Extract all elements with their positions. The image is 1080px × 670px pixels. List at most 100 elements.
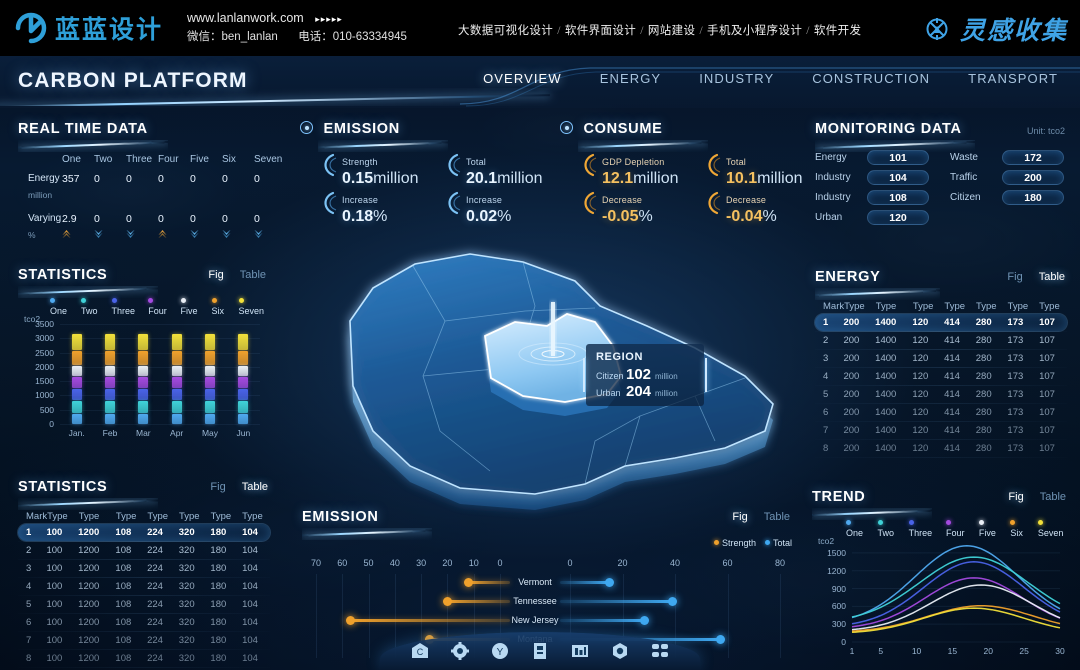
bar-segment-five: [171, 366, 182, 377]
row-separator: [815, 457, 1067, 458]
bar-segment-six: [205, 351, 215, 366]
realtime-title: REAL TIME DATA: [18, 121, 148, 137]
statistics-fig-toggle-table[interactable]: Table: [239, 269, 266, 281]
monitoring-industry-2-label: Industry: [815, 192, 851, 203]
energy-toggle[interactable]: Fig Table: [1005, 270, 1067, 284]
trend-toggle-fig[interactable]: Fig: [1008, 491, 1024, 503]
table-row[interactable]: 1 200 1400 120 414 280 173 107: [815, 314, 1067, 331]
bar-segment-one: [205, 413, 215, 424]
statistics-table-toggle[interactable]: Fig Table: [208, 480, 270, 494]
statistics-fig-toggle[interactable]: Fig Table: [206, 268, 268, 282]
table-row[interactable]: 3 200 1400 120 414 280 173 107: [815, 350, 1067, 367]
linggan-logo-icon: [922, 14, 952, 44]
energy-table-col-2: Type: [875, 300, 897, 312]
realtime-energy-6: 0: [254, 172, 260, 185]
table-row[interactable]: 7 100 1200 108 224 320 180 104: [18, 632, 270, 649]
table-row[interactable]: 7 200 1400 120 414 280 173 107: [815, 422, 1067, 439]
row-separator: [815, 421, 1067, 422]
table-row[interactable]: 5 200 1400 120 414 280 173 107: [815, 386, 1067, 403]
china-3d-map[interactable]: [295, 226, 815, 526]
statistics-table-cell: 108: [115, 617, 132, 628]
nav-item-energy[interactable]: ENERGY: [599, 70, 662, 86]
chart-bars-icon[interactable]: [570, 641, 590, 661]
trend-xtick: 1: [849, 646, 855, 656]
table-row[interactable]: 8 100 1200 108 224 320 180 104: [18, 650, 270, 667]
kpi-emission-total: Total 20.1million: [442, 152, 542, 188]
energy-table-cell: 107: [1039, 317, 1055, 328]
statistics-table-cell: 104: [242, 635, 258, 646]
realtime-energy-label: Energy: [28, 173, 60, 184]
legend-dot-icon: [945, 520, 951, 525]
table-row[interactable]: 5 100 1200 108 224 320 180 104: [18, 596, 270, 613]
settings-gear-icon[interactable]: [450, 641, 470, 661]
nav-item-industry[interactable]: INDUSTRY: [699, 70, 775, 86]
table-row[interactable]: 4 100 1200 108 224 320 180 104: [18, 578, 270, 595]
emission-right-tick: 80: [774, 558, 785, 568]
nav-item-construction[interactable]: CONSTRUCTION: [812, 70, 931, 86]
bar-segment-five: [205, 366, 215, 377]
bar-segment-seven: [138, 333, 149, 351]
realtime-varying-unit: %: [28, 230, 36, 240]
nav-item-overview[interactable]: OVERVIEW: [483, 70, 562, 86]
legend-dot-icon: [50, 298, 55, 303]
document-icon[interactable]: [530, 641, 550, 661]
statistics-table-cell: 320: [178, 563, 195, 574]
energy-table-cell: 280: [975, 407, 992, 418]
statistics-table-toggle-fig[interactable]: Fig: [210, 481, 226, 493]
realtime-energy-1: 0: [94, 172, 100, 185]
grid-apps-icon[interactable]: [650, 641, 670, 661]
energy-table[interactable]: Mark Type Type Type Type Type Type Type 1 200 1400…: [815, 298, 1067, 458]
statistics-ytick: 2500: [35, 347, 54, 358]
youtube-play-icon[interactable]: Y: [490, 641, 510, 661]
energy-table-cell: 120: [912, 317, 929, 328]
trend-toggle-table[interactable]: Table: [1039, 491, 1066, 503]
lanlan-brand-text: 蓝蓝设计: [55, 16, 164, 44]
realtime-varying-1: 0: [94, 212, 100, 225]
trend-legend-item-three: Three: [908, 518, 937, 538]
statistics-table-header: Mark Type Type Type Type Type Type Type: [18, 508, 270, 524]
region-row-citizen: Citizen 102 million: [596, 366, 704, 383]
trend-legend-item-four: Four: [945, 518, 970, 538]
emission-category-label: Vermont: [518, 577, 552, 587]
table-row[interactable]: 4 200 1400 120 414 280 173 107: [815, 368, 1067, 385]
hexagon-icon[interactable]: [610, 641, 630, 661]
table-row[interactable]: 3 100 1200 108 224 320 180 104: [18, 560, 270, 577]
emission-chart-toggle-table[interactable]: Table: [763, 511, 790, 523]
statistics-table-cell: 1200: [78, 653, 100, 664]
main-nav[interactable]: OVERVIEW ENERGY INDUSTRY CONSTRUCTION TR…: [477, 56, 1064, 100]
statistics-table-cell: 320: [178, 617, 195, 628]
table-row[interactable]: 1 100 1200 108 224 320 180 104: [18, 524, 270, 541]
bottom-dock[interactable]: C Y: [380, 632, 700, 670]
energy-table-cell: 173: [1007, 443, 1024, 454]
monitoring-waste-value: 172: [1002, 150, 1064, 165]
trend-toggle[interactable]: Fig Table: [1006, 490, 1068, 504]
nav-item-transport[interactable]: TRANSPORT: [968, 70, 1058, 86]
table-row[interactable]: 6 200 1400 120 414 280 173 107: [815, 404, 1067, 421]
statistics-table[interactable]: Mark Type Type Type Type Type Type Type 1 100 1200…: [18, 508, 270, 668]
emission-chart-toggle-fig[interactable]: Fig: [732, 511, 748, 523]
table-row[interactable]: 2 100 1200 108 224 320 180 104: [18, 542, 270, 559]
statistics-table-cell: 180: [210, 599, 227, 610]
realtime-col-5: Six: [222, 154, 236, 165]
bar-segment-six: [71, 351, 82, 366]
statistics-fig-toggle-fig[interactable]: Fig: [208, 269, 224, 281]
emission-kpi-panel: EMISSION Strength 0.15million Total 20: [300, 120, 550, 225]
table-row[interactable]: 8 200 1400 120 414 280 173 107: [815, 440, 1067, 457]
legend-dot-icon: [908, 520, 914, 525]
emission-chart-toggle[interactable]: Fig Table: [730, 510, 792, 524]
table-row[interactable]: 2 200 1400 120 414 280 173 107: [815, 332, 1067, 349]
gridline: [342, 574, 344, 658]
statistics-table-toggle-table[interactable]: Table: [241, 481, 268, 493]
energy-toggle-table[interactable]: Table: [1038, 271, 1065, 283]
region-citizen-unit: million: [655, 372, 678, 381]
kpi-emission-strength-unit: million: [373, 170, 419, 187]
energy-table-title: ENERGY: [815, 269, 881, 285]
energy-toggle-fig[interactable]: Fig: [1007, 271, 1023, 283]
region-bracket-right: [705, 358, 707, 392]
emission-left-tick: 20: [442, 558, 453, 568]
trend-arrow-0: [62, 229, 94, 241]
statistics-table-col-1: Type: [47, 510, 68, 522]
realtime-energy-0: 357: [62, 172, 80, 185]
home-icon[interactable]: C: [410, 641, 430, 661]
table-row[interactable]: 6 100 1200 108 224 320 180 104: [18, 614, 270, 631]
